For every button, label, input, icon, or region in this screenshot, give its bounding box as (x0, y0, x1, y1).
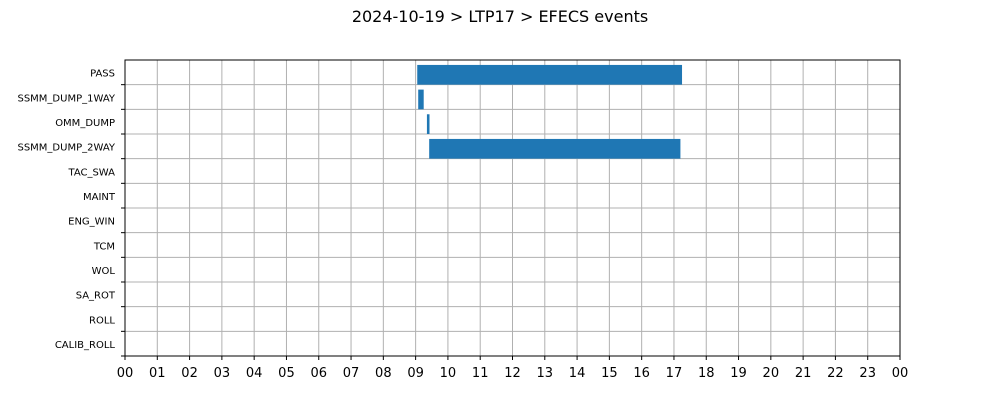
x-tick-label: 05 (278, 366, 295, 381)
x-tick-label: 09 (407, 366, 424, 381)
y-tick-label: SSMM_DUMP_2WAY (17, 143, 115, 154)
x-tick-label: 06 (310, 366, 327, 381)
x-tick-label: 20 (763, 366, 780, 381)
x-tick-label: 00 (892, 366, 909, 381)
x-tick-label: 12 (504, 366, 521, 381)
y-tick-label: SSMM_DUMP_1WAY (17, 93, 115, 104)
y-tick-label: TAC_SWA (67, 167, 115, 178)
y-tick-label: ROLL (89, 315, 115, 326)
x-tick-label: 02 (181, 366, 198, 381)
x-tick-label: 01 (149, 366, 166, 381)
y-tick-label: OMM_DUMP (55, 118, 115, 129)
y-tick-label: PASS (90, 69, 115, 80)
event-bar-pass (417, 64, 683, 85)
x-tick-label: 22 (827, 366, 844, 381)
event-bar-omm-dump (426, 114, 430, 134)
x-tick-label: 17 (666, 366, 683, 381)
chart-title: 2024-10-19 > LTP17 > EFECS events (352, 7, 648, 26)
x-tick-label: 08 (375, 366, 392, 381)
x-tick-label: 00 (117, 366, 134, 381)
x-tick-label: 18 (698, 366, 715, 381)
event-bars (417, 64, 683, 159)
x-axis: 00 01 02 03 04 05 06 07 08 09 10 11 12 13 14 15 16 17 18 19… (117, 356, 909, 381)
y-tick-label: CALIB_ROLL (55, 340, 116, 351)
x-tick-label: 19 (730, 366, 747, 381)
x-tick-label: 11 (472, 366, 489, 381)
x-tick-label: 04 (246, 366, 263, 381)
x-tick-label: 21 (795, 366, 812, 381)
x-tick-label: 15 (601, 366, 618, 381)
x-tick-label: 10 (440, 366, 457, 381)
x-tick-label: 13 (537, 366, 554, 381)
y-tick-label: WOL (92, 266, 116, 277)
event-bar-ssmm-dump-2way (429, 138, 681, 159)
y-tick-label: MAINT (83, 192, 116, 203)
x-tick-label: 14 (569, 366, 586, 381)
grid-lines (124, 60, 901, 357)
y-tick-label: SA_ROT (76, 291, 116, 302)
y-tick-label: ENG_WIN (68, 217, 115, 228)
x-tick-label: 23 (859, 366, 876, 381)
x-tick-label: 03 (214, 366, 231, 381)
y-axis: PASS SSMM_DUMP_1WAY OMM_DUMP SSMM_DUMP_2WAY… (17, 69, 125, 357)
x-tick-label: 07 (343, 366, 360, 381)
y-tick-label: TCM (93, 241, 115, 252)
x-tick-label: 16 (633, 366, 650, 381)
event-bar-ssmm-dump-1way (418, 89, 424, 110)
